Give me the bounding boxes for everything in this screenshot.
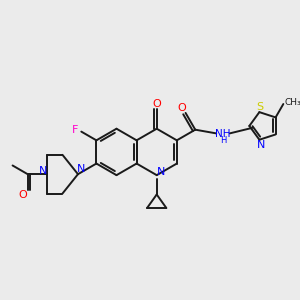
Text: S: S [256,102,263,112]
Text: F: F [72,125,79,135]
Text: H: H [220,136,226,145]
Text: O: O [152,99,161,109]
Text: O: O [18,190,27,200]
Text: N: N [77,164,85,174]
Text: NH: NH [215,129,231,139]
Text: N: N [257,140,266,150]
Text: N: N [39,166,47,176]
Text: N: N [156,167,165,177]
Text: O: O [177,103,186,113]
Text: CH₃: CH₃ [285,98,300,106]
